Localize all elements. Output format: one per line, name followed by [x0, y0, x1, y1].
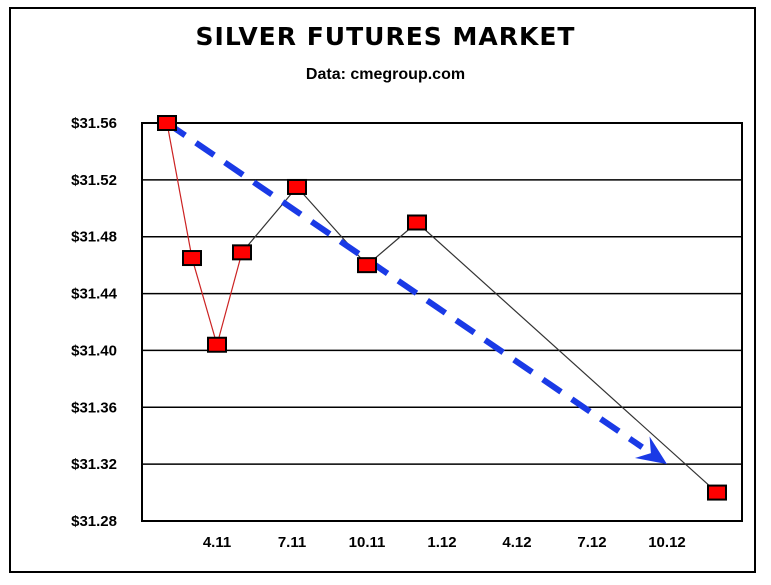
series-segment [216, 252, 243, 345]
series-segment [416, 222, 718, 494]
series-segment [191, 257, 218, 345]
x-tick-label: 10.11 [349, 534, 386, 551]
trend-arrow-shaft [165, 120, 644, 450]
data-point [207, 336, 227, 353]
data-point [157, 115, 177, 131]
y-tick-label: $31.48 [71, 229, 117, 246]
plot-area [141, 122, 743, 522]
x-tick-label: 1.12 [427, 534, 456, 551]
data-point [407, 214, 427, 231]
y-tick-label: $31.40 [71, 342, 117, 359]
x-tick-label: 4.11 [203, 534, 231, 551]
x-axis-ticks: 4.11 7.11 10.11 1.12 4.12 7.12 10.12 [203, 534, 686, 551]
y-tick-label: $31.28 [71, 513, 117, 530]
y-tick-label: $31.32 [71, 456, 117, 473]
data-point [232, 244, 252, 261]
grid-lines [141, 122, 743, 522]
y-tick-label: $31.56 [71, 115, 117, 132]
y-axis-ticks: $31.28 $31.32 $31.36 $31.40 $31.44 $31.48 $31.… [71, 115, 118, 530]
series-segment [241, 186, 298, 253]
x-tick-label: 7.11 [278, 534, 306, 551]
chart-frame [9, 7, 756, 573]
chart-subtitle: Data: cmegroup.com [305, 66, 466, 83]
data-point [707, 484, 727, 501]
data-point [182, 250, 202, 267]
trend-arrow [165, 120, 667, 465]
x-tick-label: 4.12 [502, 534, 531, 551]
data-point [357, 257, 377, 274]
y-tick-label: $31.52 [71, 172, 117, 189]
trend-arrow-head [634, 436, 667, 465]
x-tick-label: 10.12 [648, 534, 686, 551]
y-tick-label: $31.44 [71, 286, 118, 303]
data-point [287, 178, 307, 195]
chart-title: SILVER FUTURES MARKET [195, 22, 576, 51]
data-points [157, 115, 727, 501]
y-tick-label: $31.36 [71, 399, 117, 416]
x-tick-label: 7.12 [577, 534, 606, 551]
series-segment [166, 122, 193, 259]
